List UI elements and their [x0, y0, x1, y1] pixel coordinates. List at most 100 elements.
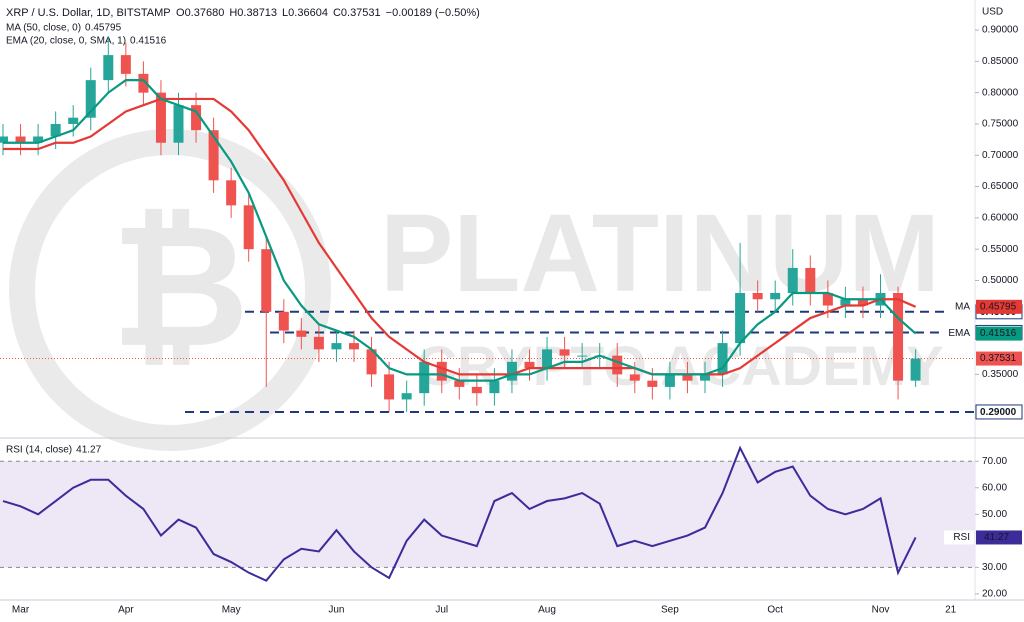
- candle-body: [752, 293, 763, 300]
- tag-box: [944, 299, 974, 314]
- x-tick-label: Sep: [661, 605, 679, 616]
- candle-body: [612, 355, 623, 375]
- rsi-value: 41.27: [76, 445, 101, 456]
- candle-body: [173, 105, 184, 143]
- candle-body: [893, 293, 904, 381]
- candle-body: [735, 293, 746, 344]
- rsi-band: [0, 461, 975, 568]
- x-tick-label: Jul: [435, 605, 448, 616]
- candle-body: [664, 374, 675, 387]
- tag-box: [944, 326, 974, 341]
- x-tick-label: Mar: [12, 605, 30, 616]
- candle-body: [331, 343, 342, 350]
- candle-body: [542, 349, 553, 369]
- x-tick-label: Nov: [872, 605, 890, 616]
- y-tick-label: 0.65000: [982, 181, 1019, 192]
- rsi-name: RSI (14, close): [6, 445, 72, 456]
- watermark: ₿ PLATINUM CRYPTO ACADEMY: [9, 129, 944, 451]
- indicator-name: EMA (20, close, 0, SMA, 1): [6, 36, 126, 47]
- ohlc-value: 0.37680: [185, 7, 225, 19]
- candle-body: [524, 361, 535, 369]
- candle-body: [50, 123, 61, 137]
- y-tick-label: 0.85000: [982, 56, 1019, 67]
- value-tag: 0.45795: [980, 301, 1017, 312]
- candle-body: [191, 105, 202, 131]
- tag-name: MA: [955, 301, 970, 312]
- candle-body: [454, 380, 465, 387]
- moving-average-line: [3, 97, 917, 376]
- tag-name: EMA: [948, 328, 970, 339]
- rsi-tick-label: 50.00: [982, 509, 1007, 520]
- candle-body: [296, 330, 307, 337]
- rsi-tick-label: 30.00: [982, 562, 1007, 573]
- candle-body: [15, 136, 26, 143]
- ohlc-value: 0.38713: [237, 7, 277, 19]
- x-tick-label: Apr: [118, 605, 134, 616]
- x-tick-label: Aug: [538, 605, 556, 616]
- rsi-tick-label: 20.00: [982, 589, 1007, 600]
- candle-body: [138, 73, 149, 93]
- rsi-line: [2, 445, 917, 582]
- candle-body: [0, 136, 8, 143]
- x-tick-label: May: [222, 605, 241, 616]
- y-tick-label: 0.60000: [982, 213, 1019, 224]
- tag-box: [944, 530, 974, 545]
- x-tick-label: Jun: [328, 605, 344, 616]
- candle-body: [857, 299, 868, 306]
- candle-body: [103, 55, 114, 81]
- candle-body: [120, 55, 131, 74]
- candle-body: [805, 267, 816, 294]
- indicator-value: 0.45795: [85, 23, 122, 34]
- candle-body: [787, 267, 798, 294]
- candle-body: [577, 355, 588, 357]
- ohlc-key: L: [282, 7, 288, 19]
- y-tick-label: 0.80000: [982, 87, 1019, 98]
- candle-body: [349, 343, 359, 350]
- value-tag: 0.41516: [980, 328, 1017, 339]
- x-tick-label: Oct: [767, 605, 783, 616]
- y-tick-label: 0.55000: [982, 244, 1019, 255]
- candle-body: [33, 136, 44, 143]
- ohlc-value: −0.00189 (−0.50%): [386, 7, 480, 19]
- candle-body: [910, 358, 921, 381]
- currency-label: USD: [982, 7, 1003, 18]
- ohlc-key: C: [333, 7, 341, 19]
- tag-name: RSI: [953, 532, 970, 543]
- y-tick-label: 0.90000: [982, 25, 1019, 36]
- rsi-value-tag: 41.27: [984, 532, 1009, 543]
- candle-body: [471, 386, 482, 394]
- candle-body: [647, 380, 658, 387]
- candle-body: [489, 380, 500, 394]
- candle-body: [629, 374, 640, 381]
- y-tick-label: 0.35000: [982, 369, 1019, 380]
- watermark-title: PLATINUM: [380, 192, 940, 315]
- level-label-box: [975, 404, 1023, 420]
- candle-body: [822, 293, 833, 306]
- candle-body: [313, 336, 324, 350]
- level-label: 0.29000: [980, 407, 1017, 418]
- y-tick-label: 0.70000: [982, 150, 1019, 161]
- candle-body: [243, 205, 254, 250]
- candle-body: [401, 393, 412, 400]
- value-tag-box: [976, 326, 1022, 341]
- ohlc-key: O: [176, 7, 185, 19]
- candle-body: [68, 117, 79, 124]
- ohlc-key: H: [229, 7, 237, 19]
- rsi-tick-label: 60.00: [982, 482, 1007, 493]
- y-tick-label: 0.50000: [982, 275, 1019, 286]
- candle-body: [278, 311, 289, 331]
- candle-body: [384, 374, 395, 400]
- last-price: 0.37531: [980, 353, 1017, 364]
- moving-average-line: [3, 79, 917, 382]
- watermark-subtitle: CRYPTO ACADEMY: [417, 334, 944, 397]
- candle-body: [700, 374, 710, 381]
- candle-body: [85, 80, 96, 118]
- indicator-value: 0.41516: [130, 36, 167, 47]
- candle-body: [559, 349, 570, 356]
- candle-body: [717, 343, 728, 375]
- candle-body: [208, 130, 219, 181]
- last-price-box: [976, 351, 1022, 366]
- candle-body: [436, 361, 447, 381]
- value-tag-box: [976, 530, 1022, 545]
